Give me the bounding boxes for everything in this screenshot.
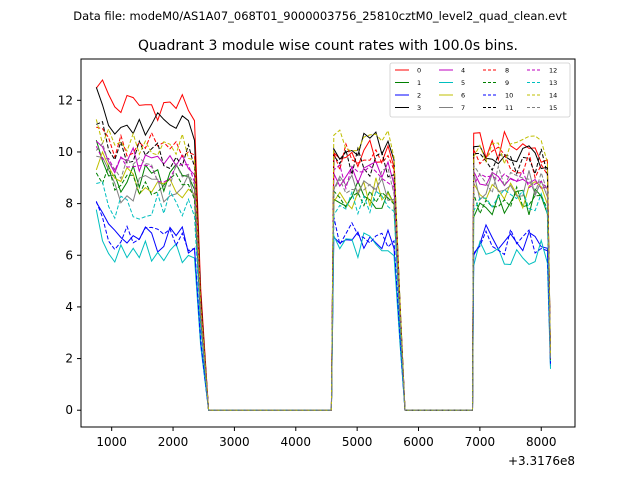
y-tick-label: 4 [65, 300, 73, 314]
y-axis: 0 2 4 6 8 10 12 [58, 93, 81, 417]
legend-label: 9 [505, 79, 509, 87]
legend-label: 13 [549, 79, 557, 87]
y-tick-label: 0 [65, 403, 73, 417]
legend-label: 2 [417, 92, 421, 100]
series-line-12 [95, 146, 551, 411]
series-line-10 [95, 201, 551, 411]
legend-label: 14 [549, 92, 557, 100]
series-line-1 [95, 140, 551, 411]
series-line-9 [95, 164, 551, 411]
series-line-2 [95, 202, 551, 411]
legend-label: 6 [461, 92, 465, 100]
legend-label: 11 [505, 104, 513, 112]
series-line-7 [96, 155, 551, 411]
series-line-5 [95, 209, 551, 411]
y-tick-label: 2 [65, 352, 73, 366]
x-tick-label: 7000 [465, 435, 496, 449]
legend-label: 3 [417, 104, 421, 112]
chart-title: Quadrant 3 module wise count rates with … [138, 38, 518, 54]
series-line-11 [96, 120, 551, 411]
y-tick-label: 12 [58, 93, 73, 107]
x-tick-label: 1000 [96, 435, 127, 449]
x-tick-label: 2000 [158, 435, 189, 449]
x-offset-text: +3.3176e8 [508, 454, 575, 468]
series-line-8 [96, 126, 551, 411]
y-tick-label: 8 [65, 197, 73, 211]
axes-frame [80, 58, 576, 428]
legend-label: 15 [549, 104, 557, 112]
series-line-3 [95, 87, 551, 411]
series-line-6 [95, 150, 551, 411]
series-line-13 [96, 181, 551, 411]
plot-area [95, 79, 551, 411]
series-line-14 [95, 119, 551, 411]
legend-label: 12 [549, 67, 557, 75]
legend-label: 4 [461, 67, 465, 75]
legend-label: 0 [417, 67, 421, 75]
y-tick-label: 6 [65, 248, 73, 262]
legend-label: 5 [461, 79, 465, 87]
x-tick-label: 3000 [219, 435, 250, 449]
x-tick-label: 8000 [526, 435, 557, 449]
legend-label: 10 [505, 92, 513, 100]
legend-label: 8 [505, 67, 509, 75]
x-tick-label: 5000 [342, 435, 373, 449]
series-line-15 [95, 142, 551, 411]
x-tick-label: 6000 [403, 435, 434, 449]
y-tick-label: 10 [58, 145, 73, 159]
legend-frame [389, 62, 571, 118]
legend-label: 7 [461, 104, 465, 112]
chart-suptitle: Data file: modeM0/AS1A07_068T01_90000037… [73, 9, 567, 23]
x-tick-label: 4000 [281, 435, 312, 449]
x-axis: 1000 2000 3000 4000 5000 6000 7000 8000 [96, 427, 557, 449]
legend-label: 1 [417, 79, 421, 87]
